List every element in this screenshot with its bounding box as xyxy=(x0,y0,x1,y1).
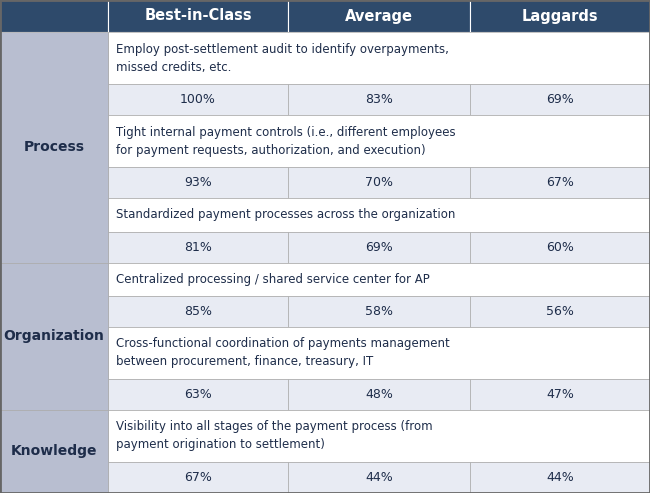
Text: 81%: 81% xyxy=(184,241,212,253)
Text: 70%: 70% xyxy=(365,176,393,189)
Bar xyxy=(108,0,288,32)
Bar xyxy=(108,32,650,84)
Text: 58%: 58% xyxy=(365,305,393,317)
Bar xyxy=(288,379,470,410)
Bar xyxy=(108,115,650,168)
Bar xyxy=(288,0,470,32)
Text: 69%: 69% xyxy=(546,93,574,106)
Text: Employ post-settlement audit to identify overpayments,
missed credits, etc.: Employ post-settlement audit to identify… xyxy=(116,42,449,73)
Bar xyxy=(470,84,650,115)
Text: Standardized payment processes across the organization: Standardized payment processes across th… xyxy=(116,209,456,221)
Bar xyxy=(108,379,288,410)
Text: 48%: 48% xyxy=(365,388,393,401)
Bar xyxy=(288,168,470,198)
Bar xyxy=(0,32,108,262)
Bar xyxy=(288,84,470,115)
Bar xyxy=(108,327,650,379)
Bar xyxy=(108,198,650,232)
Text: 69%: 69% xyxy=(365,241,393,253)
Text: Knowledge: Knowledge xyxy=(11,444,98,458)
Text: Average: Average xyxy=(345,8,413,24)
Bar xyxy=(288,462,470,493)
Bar xyxy=(470,462,650,493)
Text: Tight internal payment controls (i.e., different employees
for payment requests,: Tight internal payment controls (i.e., d… xyxy=(116,126,456,157)
Bar xyxy=(0,410,108,493)
Bar xyxy=(108,462,288,493)
Text: 44%: 44% xyxy=(546,471,574,484)
Text: Laggards: Laggards xyxy=(522,8,598,24)
Bar xyxy=(470,232,650,262)
Bar xyxy=(108,296,288,327)
Bar xyxy=(108,232,288,262)
Bar xyxy=(470,0,650,32)
Text: 83%: 83% xyxy=(365,93,393,106)
Bar xyxy=(108,84,288,115)
Text: 67%: 67% xyxy=(546,176,574,189)
Bar xyxy=(470,296,650,327)
Text: 85%: 85% xyxy=(184,305,212,317)
Text: Best-in-Class: Best-in-Class xyxy=(144,8,252,24)
Bar xyxy=(470,168,650,198)
Bar xyxy=(0,0,108,32)
Bar xyxy=(0,262,108,410)
Bar xyxy=(470,379,650,410)
Text: 44%: 44% xyxy=(365,471,393,484)
Bar xyxy=(108,410,650,462)
Text: 100%: 100% xyxy=(180,93,216,106)
Bar xyxy=(288,232,470,262)
Bar xyxy=(108,168,288,198)
Text: 67%: 67% xyxy=(184,471,212,484)
Text: 63%: 63% xyxy=(184,388,212,401)
Text: 60%: 60% xyxy=(546,241,574,253)
Bar xyxy=(288,296,470,327)
Text: Cross-functional coordination of payments management
between procurement, financ: Cross-functional coordination of payment… xyxy=(116,337,450,368)
Text: Process: Process xyxy=(23,140,84,154)
Text: Organization: Organization xyxy=(3,329,105,343)
Text: 47%: 47% xyxy=(546,388,574,401)
Text: Visibility into all stages of the payment process (from
payment origination to s: Visibility into all stages of the paymen… xyxy=(116,421,433,452)
Text: Centralized processing / shared service center for AP: Centralized processing / shared service … xyxy=(116,273,430,285)
Bar xyxy=(108,262,650,296)
Text: 56%: 56% xyxy=(546,305,574,317)
Text: 93%: 93% xyxy=(184,176,212,189)
